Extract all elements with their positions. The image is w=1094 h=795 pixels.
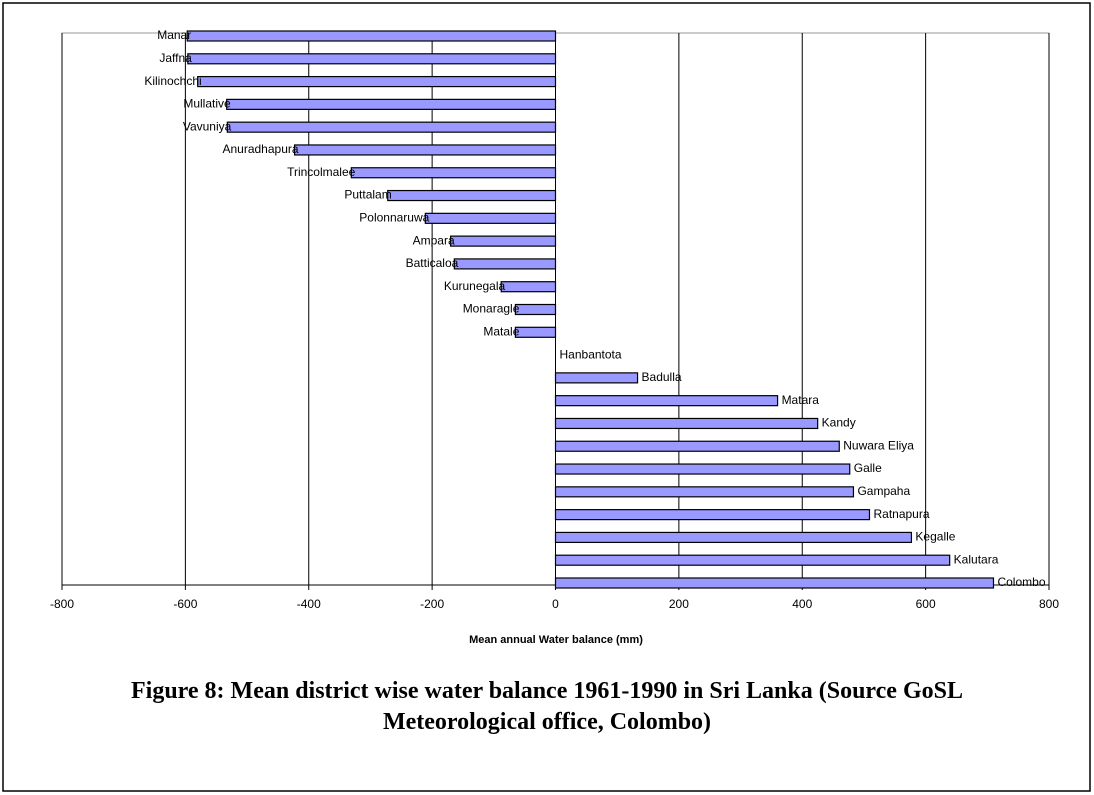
category-label: Anuradhapura bbox=[222, 142, 298, 156]
bar bbox=[514, 303, 557, 316]
bar bbox=[554, 440, 840, 452]
category-label: Polonnaruwa bbox=[359, 211, 429, 225]
bar bbox=[350, 167, 557, 179]
bar bbox=[554, 463, 851, 475]
category-label: Trincolmalee bbox=[287, 165, 356, 179]
category-label: Hanbantota bbox=[560, 347, 622, 361]
bar bbox=[554, 395, 779, 407]
category-label: Puttalam bbox=[344, 188, 391, 202]
x-tick-label: -400 bbox=[297, 597, 321, 611]
bar bbox=[453, 258, 557, 270]
category-label: Badulla bbox=[642, 370, 682, 384]
x-tick-label: -200 bbox=[420, 597, 444, 611]
category-label: Jaffna bbox=[159, 51, 192, 65]
category-label: Mullative bbox=[183, 97, 231, 111]
x-tick-label: -600 bbox=[173, 597, 197, 611]
category-label: Manar bbox=[157, 28, 191, 42]
bar bbox=[554, 372, 639, 384]
bar bbox=[554, 509, 871, 521]
x-tick-label: 0 bbox=[552, 597, 559, 611]
category-label: Kalutara bbox=[954, 552, 999, 566]
caption: Figure 8: Mean district wise water balan… bbox=[131, 678, 963, 735]
bar bbox=[554, 486, 855, 498]
bar bbox=[554, 531, 913, 544]
category-label: Gampaha bbox=[857, 484, 910, 498]
x-axis-label: Mean annual Water balance (mm) bbox=[469, 634, 643, 646]
bar bbox=[554, 577, 995, 589]
bar bbox=[293, 144, 557, 156]
category-label: Ratnapura bbox=[873, 507, 929, 521]
x-tick-label: 400 bbox=[792, 597, 812, 611]
category-label: Batticaloa bbox=[406, 256, 459, 270]
bar bbox=[226, 121, 557, 133]
bar bbox=[554, 417, 819, 430]
x-tick-label: 200 bbox=[669, 597, 689, 611]
category-label: Kegalle bbox=[915, 530, 955, 544]
category-label: Monaragle bbox=[463, 302, 520, 316]
category-label: Kandy bbox=[822, 416, 856, 430]
category-label: Galle bbox=[854, 461, 882, 475]
bar bbox=[187, 53, 557, 65]
category-label: Ampara bbox=[413, 233, 455, 247]
category-label: Nuwara Eliya bbox=[843, 438, 914, 452]
x-tick-label: 800 bbox=[1039, 597, 1059, 611]
bar bbox=[387, 189, 557, 202]
bar bbox=[197, 75, 557, 88]
bar bbox=[424, 212, 557, 224]
bar bbox=[500, 281, 557, 293]
bar bbox=[226, 98, 557, 110]
bar bbox=[554, 554, 951, 566]
category-label: Matara bbox=[782, 393, 820, 407]
x-tick-label: -800 bbox=[50, 597, 74, 611]
bar bbox=[450, 235, 557, 247]
bar bbox=[186, 30, 557, 42]
x-tick-label: 600 bbox=[916, 597, 936, 611]
category-label: Vavuniya bbox=[183, 119, 232, 133]
category-label: Matale bbox=[483, 324, 519, 338]
category-label: Kilinochchi bbox=[144, 74, 201, 88]
bar bbox=[514, 326, 557, 338]
category-label: Colombo bbox=[997, 575, 1045, 589]
category-label: Kurunegala bbox=[444, 279, 506, 293]
